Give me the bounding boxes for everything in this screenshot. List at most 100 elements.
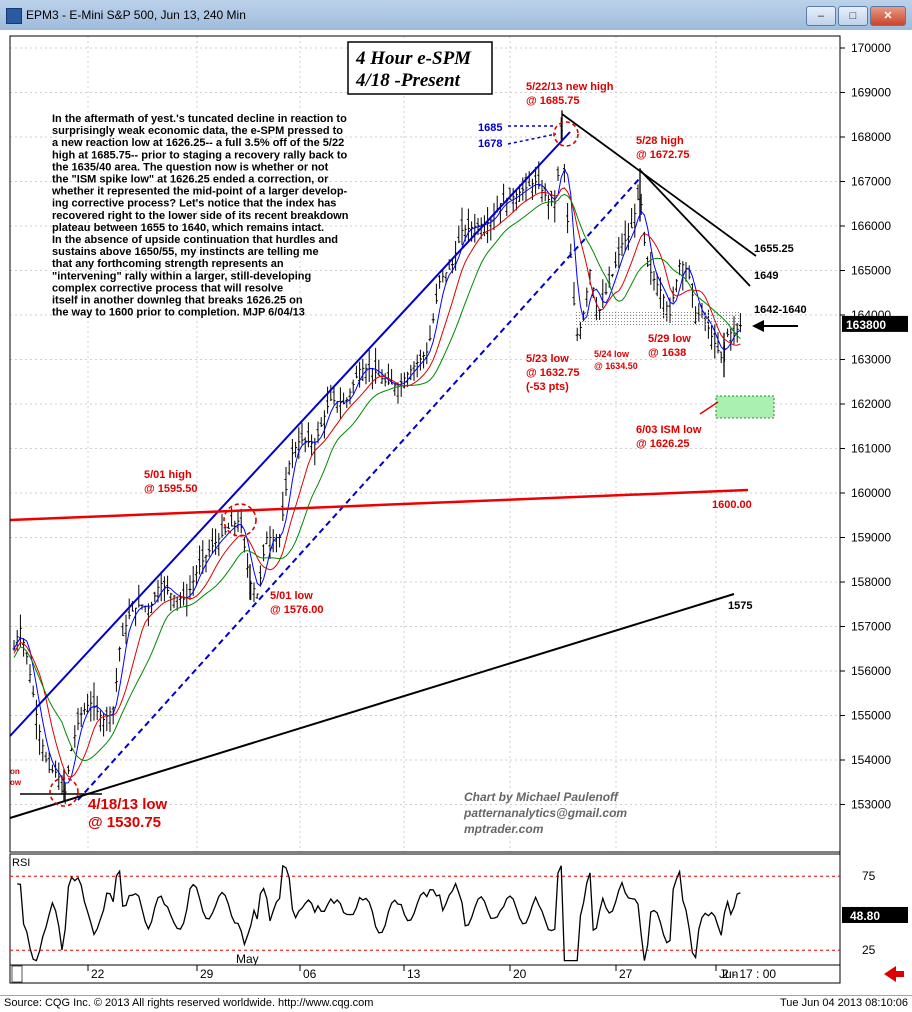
candle	[319, 417, 323, 428]
candle	[25, 652, 29, 665]
annotation-text: 4/18/13 low	[88, 796, 168, 813]
candle	[345, 397, 349, 409]
annotation-text: 6/03 ISM low	[636, 424, 702, 436]
ma-mid-line	[13, 187, 741, 778]
candle	[178, 592, 182, 608]
candle	[294, 441, 298, 458]
ma-fast-line	[13, 168, 741, 784]
status-footer: Source: CQG Inc. © 2013 All rights reser…	[0, 995, 912, 1012]
trendline-drawings	[9, 113, 798, 819]
candle	[623, 220, 627, 252]
highlight-circle	[223, 503, 257, 537]
timestamp-text: Tue Jun 04 2013 08:10:06	[779, 997, 908, 1009]
commentary-line: recovered right to the lower side of its…	[52, 210, 349, 222]
annotation-text: 5/24 low	[594, 349, 630, 359]
chart-subtitle: 4/18 -Present	[355, 70, 461, 91]
candle	[297, 427, 301, 459]
commentary-line: the 1635/40 area. The question now is wh…	[52, 161, 329, 173]
candle	[572, 282, 576, 306]
candle	[674, 278, 678, 292]
annotation-text: ow	[10, 778, 22, 787]
candle	[354, 365, 358, 379]
commentary-line: surprisingly weak economic data, the e-S…	[52, 125, 343, 137]
candle	[566, 202, 570, 234]
y-tick-label: 167000	[851, 175, 891, 189]
trendline-1600	[9, 488, 749, 522]
commentary-line: In the absence of upside continuation th…	[52, 234, 338, 246]
y-tick-label: 160000	[851, 486, 891, 500]
x-tick-label: 22	[91, 967, 105, 981]
candle	[332, 386, 336, 405]
candle	[646, 256, 650, 268]
annotation-text: @ 1626.25	[636, 438, 690, 450]
rsi-frame	[9, 853, 841, 966]
candle	[729, 328, 733, 351]
annotation-text: @ 1685.75	[526, 95, 580, 107]
commentary-line: high at 1685.75-- prior to staging a rec…	[52, 149, 348, 161]
candle	[620, 233, 624, 256]
credit-text: Chart by Michael Paulenoff	[464, 790, 619, 804]
candle	[82, 702, 86, 715]
annotation-text: 5/29 low	[648, 333, 691, 345]
last-price-label: 163800	[846, 318, 886, 332]
candle	[44, 751, 48, 763]
chart-background	[0, 30, 912, 995]
candle	[226, 522, 230, 529]
candle	[377, 359, 381, 376]
close-button[interactable]: ✕	[870, 6, 906, 26]
commentary-line: itself in another downleg that breaks 16…	[52, 295, 303, 307]
candle	[102, 713, 106, 737]
annotation-text: @ 1672.75	[636, 149, 690, 161]
candle	[252, 582, 256, 603]
x-tick-label: 13	[407, 967, 421, 981]
candle	[713, 323, 717, 359]
y-tick-label: 157000	[851, 620, 891, 634]
candle	[489, 216, 493, 241]
rsi-panel: RSI 75 25 48.80 22 29 06 13 20 27 Jun May 2 - 17 : 0…	[9, 853, 908, 984]
candle	[118, 646, 122, 662]
commentary-line: In the aftermath of yest.'s tuncated dec…	[52, 113, 347, 125]
candle	[194, 565, 198, 586]
annotation-text: 1685	[478, 122, 502, 134]
annotation-text: 5/01 low	[270, 590, 313, 602]
pointer-ism	[699, 401, 719, 415]
candle	[316, 421, 320, 444]
candle	[303, 437, 307, 453]
candle	[214, 528, 218, 555]
candle	[678, 259, 682, 276]
candle	[422, 351, 426, 369]
candle	[265, 531, 269, 545]
x-tick-label: 06	[303, 967, 317, 981]
candle	[182, 581, 186, 606]
candle	[460, 207, 464, 245]
candle	[108, 706, 112, 733]
candle	[66, 765, 70, 775]
commentary-line: the way to 1600 prior to completion. MJP…	[52, 307, 305, 319]
minimize-button[interactable]: –	[806, 6, 836, 26]
candle	[636, 184, 640, 201]
annotation-text: @ 1530.75	[88, 814, 161, 831]
candle	[124, 614, 128, 645]
candle	[409, 364, 413, 381]
candle	[486, 207, 490, 244]
candle	[716, 332, 720, 354]
candle	[614, 251, 618, 269]
annotation-text: (-53 pts)	[526, 381, 569, 393]
candle	[300, 422, 304, 445]
x-month-label: May	[236, 952, 259, 966]
candle	[38, 724, 42, 755]
y-tick-label: 165000	[851, 264, 891, 278]
candle	[290, 438, 294, 469]
annotation-text: 1649	[754, 270, 778, 282]
last-price-box	[842, 315, 908, 332]
candle	[534, 166, 538, 194]
candle	[306, 422, 310, 448]
candle	[351, 379, 355, 394]
candle	[326, 386, 330, 414]
candle	[710, 324, 714, 350]
maximize-button[interactable]: □	[838, 6, 868, 26]
candle	[524, 173, 528, 202]
y-tick-label: 170000	[851, 41, 891, 55]
candle	[690, 283, 694, 308]
